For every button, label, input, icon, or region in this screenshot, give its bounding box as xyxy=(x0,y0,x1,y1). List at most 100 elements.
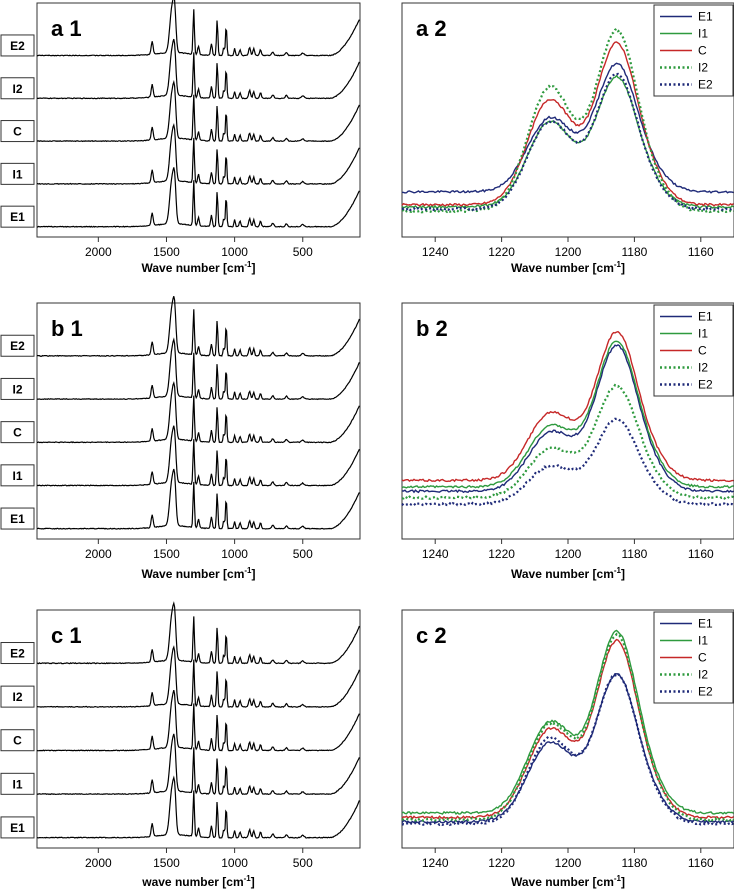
legend: E1 I1 C I2 E2 xyxy=(653,304,734,397)
plot-frame xyxy=(36,609,361,849)
stack-label-box xyxy=(0,421,35,444)
x-axis-label: Wave number [cm-1] xyxy=(141,566,255,581)
x-axis-label-main: Wave number [cm xyxy=(511,261,614,275)
x-tick-label: 1220 xyxy=(488,245,515,259)
x-axis-label-end: ] xyxy=(252,567,256,581)
x-axis-label-superscript: -1 xyxy=(244,260,252,269)
stack-label-box xyxy=(0,729,35,752)
plot-frame xyxy=(36,302,361,540)
x-tick-label: 1200 xyxy=(555,245,582,259)
panel-label: b 2 xyxy=(416,316,448,341)
stack-label-e2: E2 xyxy=(10,339,25,353)
legend-entry-c: C xyxy=(698,344,707,358)
x-tick-label: 1160 xyxy=(688,856,714,870)
stack-label-box xyxy=(0,377,35,400)
stack-label-c: C xyxy=(13,734,22,748)
spectrum-line-e1 xyxy=(36,775,360,839)
spectrum-line-i2 xyxy=(36,337,360,401)
x-axis-label-main: Wave number [cm xyxy=(141,567,244,581)
x-tick-label: 1500 xyxy=(153,547,180,561)
legend-entry-i1: I1 xyxy=(698,327,708,341)
stack-label-i2: I2 xyxy=(12,382,22,396)
spectrum-line-e2-dotted xyxy=(401,72,734,212)
x-axis-label: Wave number [cm-1] xyxy=(141,260,255,275)
x-axis-label-superscript: -1 xyxy=(244,874,252,883)
legend-entry-e1: E1 xyxy=(698,617,713,631)
x-axis-label-superscript: -1 xyxy=(614,874,622,883)
stack-label-box xyxy=(0,464,35,487)
x-tick-label: 1220 xyxy=(488,856,515,870)
panel-b2: b 2 1240 1220 1200 1180 1160 E1 I1 C I2 E2 Wave num… xyxy=(401,302,734,581)
x-tick-label: 1500 xyxy=(153,245,180,259)
spectrum-line-e1-solid xyxy=(401,672,734,824)
spectrum-line-e2 xyxy=(37,601,360,665)
x-axis-label: wave number [cm-1] xyxy=(141,874,255,889)
spectrum-line-i1-solid xyxy=(401,629,734,816)
x-tick-label: 1000 xyxy=(221,856,248,870)
panel-label: a 2 xyxy=(416,16,447,41)
stack-label-i1: I1 xyxy=(12,777,22,791)
spectrum-line-e2 xyxy=(36,296,360,357)
spectrum-line-c-solid xyxy=(401,330,734,483)
legend-entry-i1: I1 xyxy=(698,634,708,648)
spectrum-line-c xyxy=(36,689,360,752)
x-axis-label: Wave number [cm-1] xyxy=(511,874,625,889)
stack-label-box xyxy=(0,816,35,839)
legend: E1 I1 C I2 E2 xyxy=(653,4,734,97)
stack-label-e2: E2 xyxy=(10,39,25,53)
legend-entry-i2: I2 xyxy=(698,361,708,375)
x-axis-label-end: ] xyxy=(621,567,625,581)
panel-a2: a 2 1240 1220 1200 1180 1160 E1 I1 C I2 E2 Wave num… xyxy=(401,2,734,275)
spectrum-line-i2-dotted xyxy=(402,383,734,501)
stack-label-box xyxy=(0,642,35,665)
legend-entry-e1: E1 xyxy=(698,310,713,324)
x-tick-label: 1220 xyxy=(488,547,515,561)
stack-label-box xyxy=(0,772,35,795)
legend-entry-e2: E2 xyxy=(698,685,713,699)
x-tick-label: 2000 xyxy=(85,547,112,561)
x-tick-label: 1000 xyxy=(221,245,248,259)
spectrum-line-i1-solid xyxy=(401,340,734,489)
stack-label-i2: I2 xyxy=(12,690,22,704)
legend-box xyxy=(653,4,734,97)
legend-entry-i2: I2 xyxy=(698,61,708,75)
x-tick-label: 2000 xyxy=(85,856,112,870)
x-tick-label: 1180 xyxy=(621,856,647,870)
x-axis-label: Wave number [cm-1] xyxy=(511,566,625,581)
legend-entry-e2: E2 xyxy=(698,78,713,92)
spectrum-line-i2 xyxy=(36,38,360,100)
spectrum-line-e1 xyxy=(37,468,360,530)
stack-label-box xyxy=(0,507,35,530)
spectrum-line-c-solid xyxy=(401,41,734,207)
x-tick-label: 500 xyxy=(293,856,313,870)
spectrum-line-c xyxy=(36,79,360,143)
x-tick-label: 1240 xyxy=(422,245,449,259)
panel-label: c 1 xyxy=(51,623,82,648)
x-axis-label-end: ] xyxy=(621,261,625,275)
spectrum-line-e1 xyxy=(36,167,360,228)
x-tick-label: 1200 xyxy=(555,547,582,561)
stack-label-e1: E1 xyxy=(10,821,25,835)
spectrum-line-i2-dotted xyxy=(401,27,734,214)
stack-label-box xyxy=(0,162,35,185)
legend-entry-c: C xyxy=(698,44,707,58)
legend-entry-i1: I1 xyxy=(698,27,708,41)
stack-label-box xyxy=(0,34,35,57)
x-axis-label-end: ] xyxy=(252,261,256,275)
x-tick-label: 1200 xyxy=(555,856,582,870)
stack-label-box xyxy=(0,120,35,143)
plot-frame xyxy=(36,2,361,238)
panel-b1: b 1 E2 I2 C I1 E1 2000 1500 1000 500 Wave number [… xyxy=(0,296,361,581)
x-axis-label-end: ] xyxy=(251,875,255,889)
stack-label-c: C xyxy=(13,426,22,440)
x-tick-label: 1160 xyxy=(688,547,714,561)
x-axis-label-superscript: -1 xyxy=(614,260,622,269)
legend-entry-c: C xyxy=(698,651,707,665)
legend-entry-i2: I2 xyxy=(698,668,708,682)
panel-a1: a 1 E2 I2 C I1 E1 2000 1500 1000 500 Wave number [… xyxy=(0,0,361,275)
x-tick-label: 1180 xyxy=(621,547,647,561)
stack-label-i1: I1 xyxy=(12,469,22,483)
stack-label-box xyxy=(0,334,35,357)
x-axis-label-main: Wave number [cm xyxy=(511,567,614,581)
